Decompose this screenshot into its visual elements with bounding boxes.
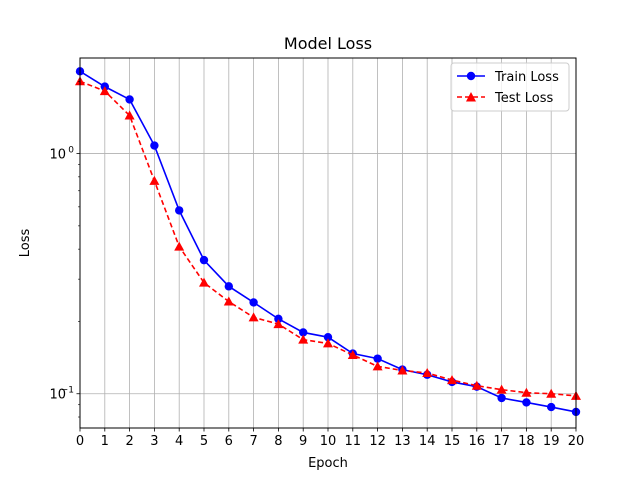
x-tick-label: 14	[419, 434, 436, 449]
data-point-0	[323, 332, 333, 342]
y-axis-ticks: 10 010−1	[49, 80, 80, 418]
data-point-1	[546, 388, 557, 398]
x-axis-label: Epoch	[308, 456, 348, 471]
y-tick-exponent: −1	[61, 386, 74, 396]
x-tick-label: 2	[125, 434, 133, 449]
y-tick-exponent: 0	[68, 146, 74, 156]
data-point-1	[298, 334, 309, 344]
x-tick-label: 15	[444, 434, 461, 449]
legend-train-label: Train Loss	[494, 70, 559, 85]
legend-train-marker	[466, 71, 476, 81]
data-point-0	[150, 141, 159, 150]
data-point-0	[199, 255, 209, 265]
data-point-0	[125, 95, 134, 104]
data-point-1	[347, 349, 358, 359]
y-axis-label: Loss	[18, 229, 33, 258]
data-point-1	[323, 338, 333, 348]
data-point-1	[149, 175, 160, 185]
data-point-1	[471, 380, 482, 390]
data-point-1	[248, 312, 259, 322]
chart-title: Model Loss	[284, 34, 372, 53]
grid	[79, 58, 577, 428]
x-tick-label: 17	[493, 434, 510, 449]
data-point-0	[497, 393, 506, 403]
data-point-0	[274, 314, 283, 324]
series-layer	[75, 67, 581, 417]
data-point-0	[224, 282, 233, 291]
x-axis-ticks: 0 1 2 3 4 5 6 7 8 9 10 11 12 13 14 15 16 17 18 19 20	[76, 428, 584, 449]
y-tick-label: 10	[49, 388, 66, 403]
data-point-0	[249, 298, 258, 307]
data-point-1	[273, 319, 284, 329]
data-point-1	[199, 277, 209, 287]
data-point-0	[547, 402, 556, 412]
x-tick-label: 0	[76, 434, 84, 449]
data-point-1	[422, 367, 433, 377]
x-tick-label: 9	[299, 434, 307, 449]
x-tick-label: 5	[200, 434, 208, 449]
data-point-1	[496, 384, 507, 394]
x-tick-label: 6	[225, 434, 233, 449]
data-point-1	[99, 86, 110, 96]
x-tick-label: 1	[101, 434, 109, 449]
x-tick-label: 8	[274, 434, 282, 449]
data-point-1	[372, 361, 383, 371]
x-tick-label: 16	[469, 434, 486, 449]
data-point-0	[175, 206, 184, 215]
data-point-0	[373, 354, 382, 363]
x-tick-label: 4	[175, 434, 183, 449]
data-point-0	[522, 398, 531, 407]
legend: Train Loss Test Loss	[450, 62, 570, 112]
data-point-1	[223, 296, 234, 306]
x-tick-label: 19	[543, 434, 560, 449]
x-tick-label: 12	[369, 434, 386, 449]
legend-box	[450, 62, 570, 112]
legend-test-label: Test Loss	[494, 91, 553, 106]
data-point-1	[397, 365, 408, 375]
data-point-1	[447, 375, 457, 385]
data-point-0	[299, 328, 308, 337]
x-tick-label: 20	[568, 434, 585, 449]
data-point-1	[174, 241, 185, 251]
x-tick-label: 7	[249, 434, 257, 449]
x-tick-label: 18	[518, 434, 535, 449]
x-tick-label: 3	[150, 434, 158, 449]
legend-test-marker	[466, 92, 476, 102]
x-tick-label: 10	[320, 434, 337, 449]
y-tick-label: 10	[49, 148, 66, 163]
x-tick-label: 13	[394, 434, 411, 449]
data-point-1	[124, 110, 135, 120]
data-point-1	[521, 387, 532, 397]
x-tick-label: 11	[345, 434, 362, 449]
